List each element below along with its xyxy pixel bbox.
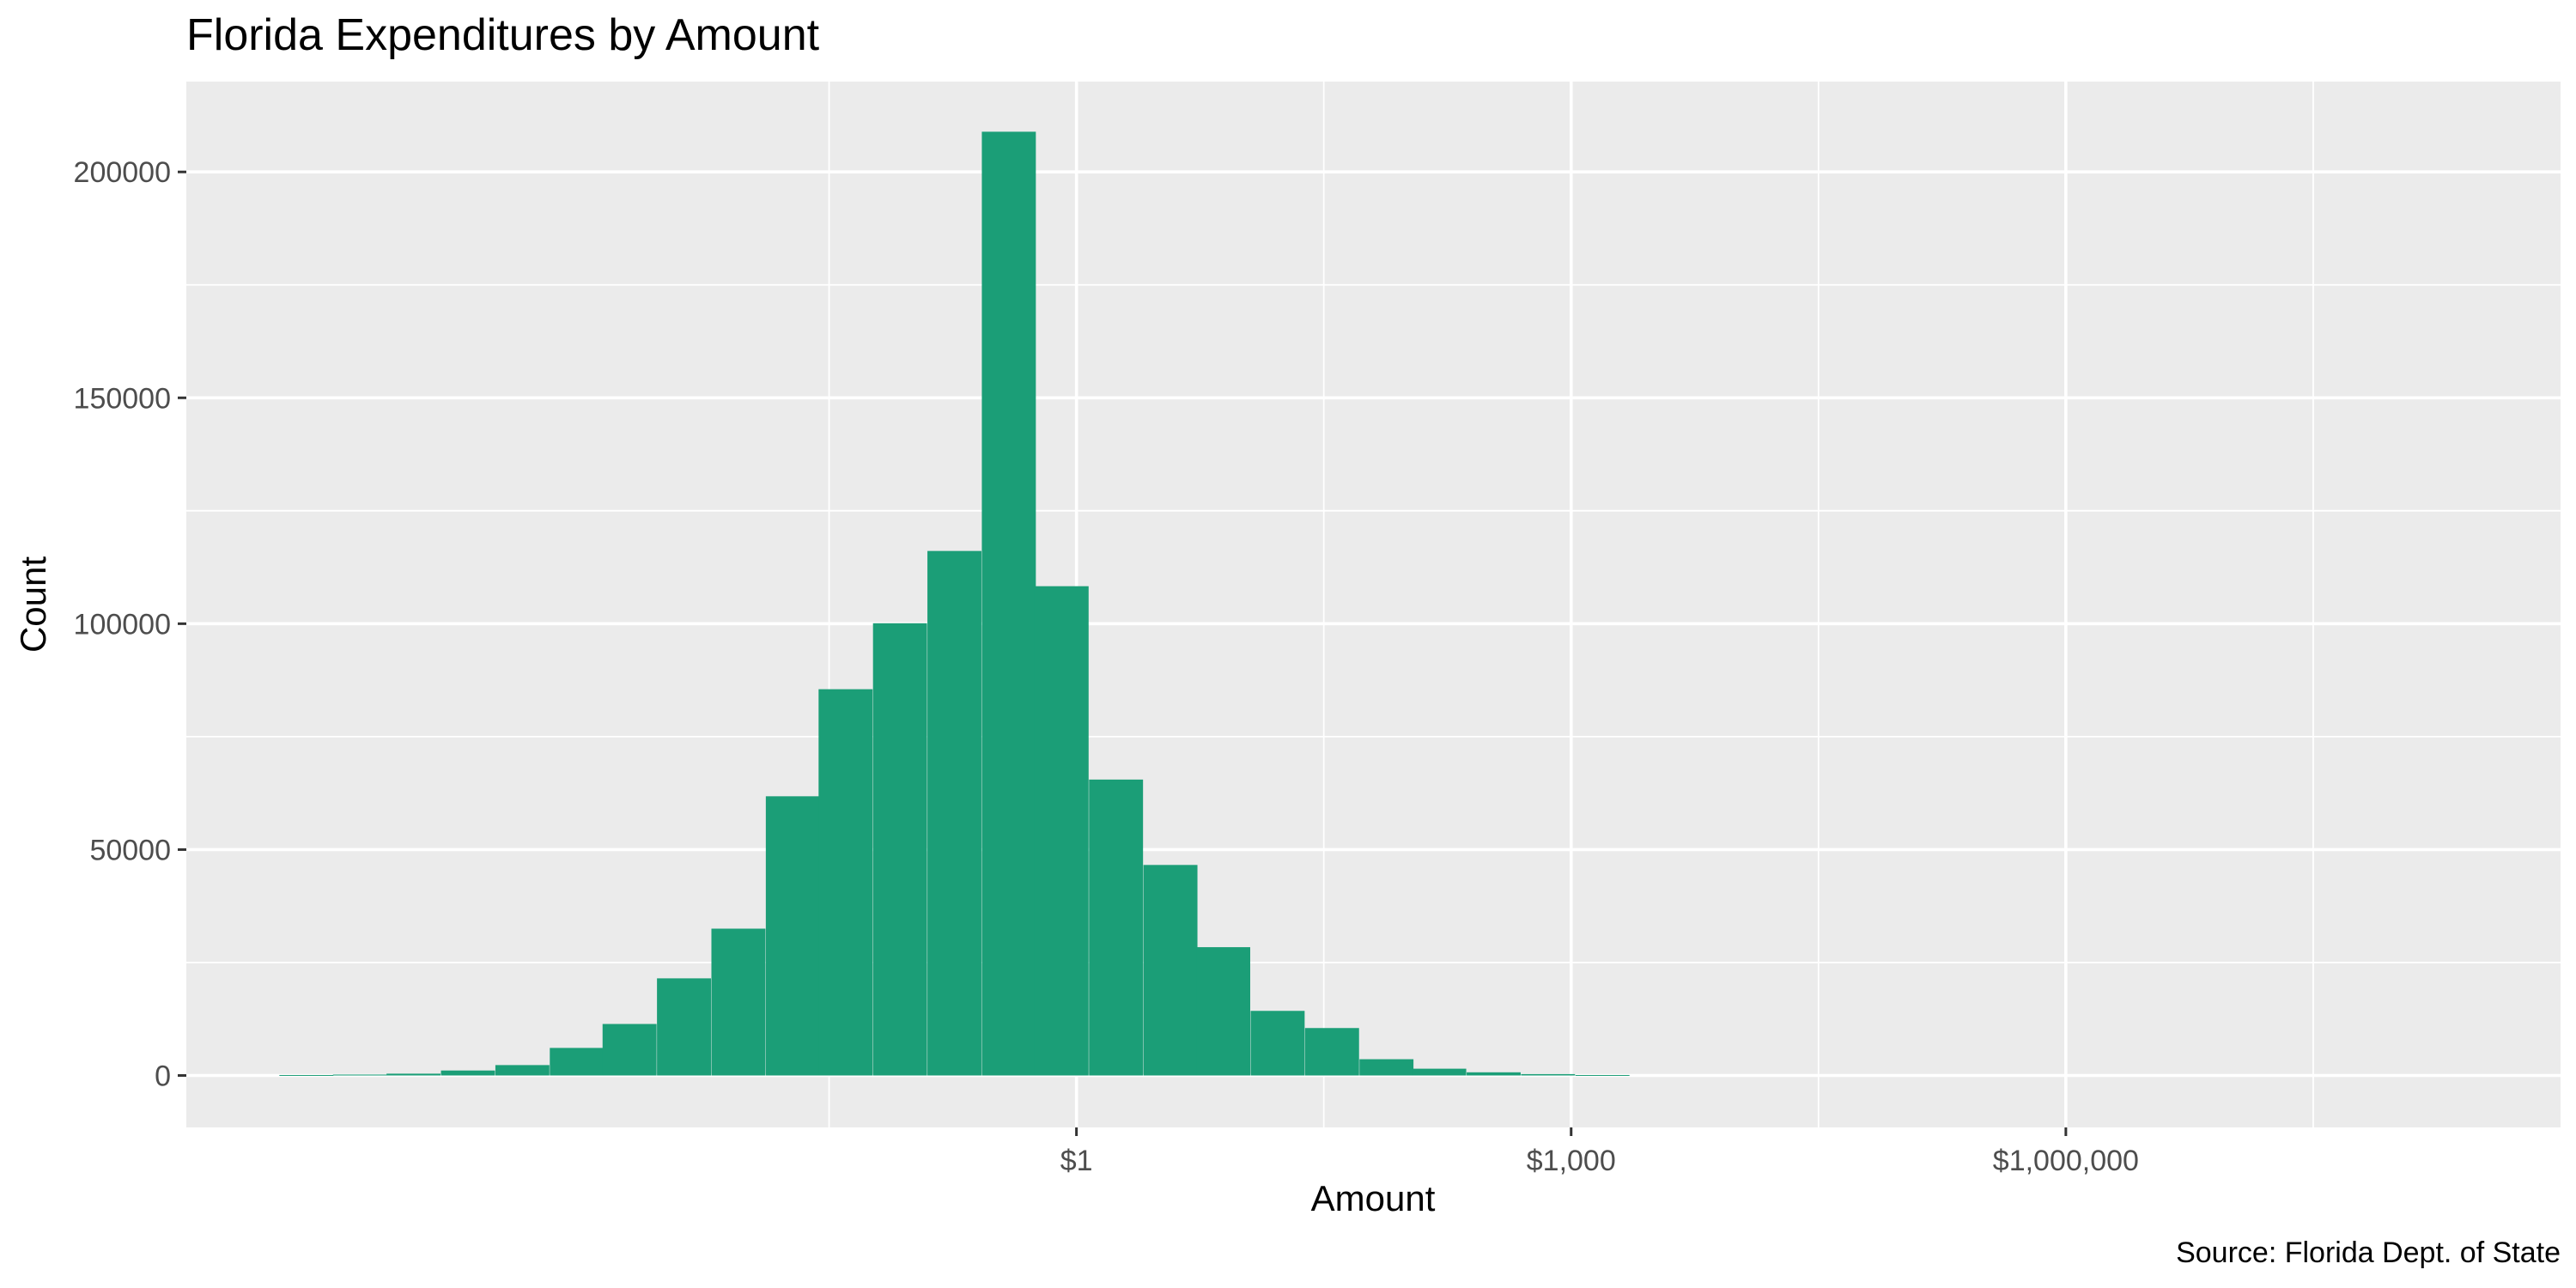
histogram-bar xyxy=(927,550,981,1076)
histogram-bar xyxy=(1196,947,1250,1076)
histogram-bar xyxy=(1089,779,1144,1076)
histogram-bar xyxy=(1304,1028,1359,1076)
x-axis: $1 $1,000 $1,000,000 xyxy=(1060,1127,2139,1177)
histogram-bar xyxy=(818,689,873,1076)
x-tick-label: $1 xyxy=(1060,1145,1093,1177)
x-tick-label: $1,000,000 xyxy=(1993,1145,2139,1177)
histogram-bar xyxy=(1575,1074,1630,1076)
histogram-bar xyxy=(1250,1011,1305,1076)
histogram-bar xyxy=(1359,1059,1414,1076)
histogram-bar xyxy=(872,623,927,1076)
histogram-bar xyxy=(1034,586,1089,1076)
y-tick-label: 50000 xyxy=(89,834,171,866)
histogram-bar xyxy=(550,1048,605,1076)
histogram-bar xyxy=(495,1065,550,1076)
y-tick-label: 200000 xyxy=(74,156,171,189)
histogram-bar xyxy=(386,1073,441,1076)
histogram-bar xyxy=(1521,1073,1576,1076)
y-tick-label: 100000 xyxy=(74,608,171,641)
histogram-bar xyxy=(279,1074,334,1076)
chart-title: Florida Expenditures by Amount xyxy=(186,10,820,60)
histogram-bar xyxy=(657,978,712,1076)
histogram-bar xyxy=(440,1070,495,1076)
histogram-bar xyxy=(765,796,820,1076)
y-axis: 0 50000 100000 150000 200000 xyxy=(74,156,186,1092)
chart-caption: Source: Florida Dept. of State xyxy=(2176,1236,2561,1269)
histogram-bar xyxy=(332,1074,387,1076)
histogram-bar xyxy=(1467,1072,1521,1076)
plot-panel xyxy=(186,82,2561,1127)
histogram-bar xyxy=(711,928,766,1076)
histogram-bar xyxy=(1143,865,1198,1076)
x-axis-title: Amount xyxy=(1311,1178,1436,1218)
y-tick-label: 0 xyxy=(155,1060,171,1092)
histogram-bars xyxy=(279,131,1630,1076)
x-tick-label: $1,000 xyxy=(1527,1145,1616,1177)
histogram-bar xyxy=(602,1024,657,1076)
histogram-bar xyxy=(1412,1068,1467,1076)
y-axis-title: Count xyxy=(13,556,53,653)
histogram-bar xyxy=(981,131,1036,1076)
minor-gridlines xyxy=(186,82,2561,1127)
y-tick-label: 150000 xyxy=(74,382,171,415)
